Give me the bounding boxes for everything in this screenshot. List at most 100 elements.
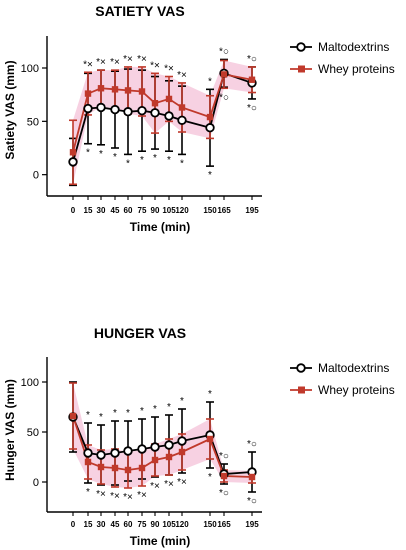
significance-mark: *× xyxy=(137,490,147,501)
chart-panel-1: SATIETY VAS 0 50 100 Satiety VAS (mm) 0 15 30 45… xyxy=(3,3,395,234)
significance-mark: *× xyxy=(96,489,106,500)
significance-mark: * xyxy=(113,408,117,419)
whey-point xyxy=(84,90,92,97)
x-tick-label: 60 xyxy=(124,520,133,529)
whey-point xyxy=(138,88,146,95)
whey-point xyxy=(165,453,173,461)
significance-mark: *× xyxy=(110,491,120,502)
whey-point xyxy=(248,473,256,481)
significance-mark: * xyxy=(99,412,103,423)
significance-mark: *× xyxy=(83,59,93,70)
chart-title: SATIETY VAS xyxy=(95,3,184,19)
significance-mark: *× xyxy=(123,492,133,503)
whey-point xyxy=(111,464,119,472)
x-tick-label: 105 xyxy=(162,206,176,215)
maltodextrins-point xyxy=(123,446,133,456)
significance-mark: * xyxy=(208,472,212,483)
x-tick-label: 15 xyxy=(84,206,93,215)
whey-point xyxy=(178,448,186,456)
significance-mark: *× xyxy=(110,57,120,68)
maltodextrins-point xyxy=(177,436,187,446)
significance-mark: * xyxy=(126,408,130,419)
y-tick-label: 0 xyxy=(33,477,39,489)
significance-mark: *× xyxy=(150,60,160,71)
x-tick-label: 75 xyxy=(138,206,147,215)
x-tick-label: 195 xyxy=(245,520,259,529)
x-tick-label: 60 xyxy=(124,206,133,215)
y-tick-label: 100 xyxy=(21,377,39,389)
whey-point xyxy=(69,149,77,156)
whey-point xyxy=(84,458,92,466)
x-tick-label: 90 xyxy=(151,206,160,215)
whey-point xyxy=(124,466,132,474)
significance-mark: * xyxy=(86,148,90,159)
legend-maltodextrins-label: Maltodextrins xyxy=(318,40,389,54)
legend-whey-label: Whey proteins xyxy=(318,62,395,76)
x-axis-label: Time (min) xyxy=(130,534,190,548)
x-tick-label: 150 xyxy=(203,520,217,529)
significance-mark: * xyxy=(208,389,212,400)
legend-whey-marker xyxy=(298,65,305,73)
whey-point xyxy=(97,463,105,471)
significance-mark: *○ xyxy=(219,92,229,103)
significance-mark: *× xyxy=(164,64,174,75)
whey-point xyxy=(69,412,77,420)
significance-mark: * xyxy=(208,76,212,87)
significance-mark: * xyxy=(167,155,171,166)
maltodextrins-point xyxy=(83,448,93,458)
whey-point xyxy=(138,464,146,472)
significance-mark: * xyxy=(99,149,103,160)
maltodextrins-point xyxy=(83,103,93,114)
significance-mark: * xyxy=(140,155,144,166)
x-tick-label: 75 xyxy=(138,520,147,529)
significance-mark: * xyxy=(167,402,171,413)
maltodextrins-point xyxy=(110,104,120,115)
maltodextrins-point xyxy=(164,440,174,450)
significance-mark: *× xyxy=(96,57,106,68)
x-axis-label: Time (min) xyxy=(130,220,190,234)
significance-mark: *× xyxy=(177,70,187,81)
whey-point xyxy=(248,76,256,83)
x-tick-label: 30 xyxy=(97,520,106,529)
maltodextrins-point xyxy=(205,123,215,133)
whey-error-band xyxy=(73,60,252,185)
significance-mark: *× xyxy=(177,477,187,488)
whey-point xyxy=(151,456,159,464)
whey-point xyxy=(151,100,159,107)
significance-mark: *× xyxy=(150,481,160,492)
x-tick-label: 90 xyxy=(151,520,160,529)
x-tick-label: 195 xyxy=(245,206,259,215)
significance-mark: * xyxy=(86,410,90,421)
whey-point xyxy=(111,86,119,93)
whey-point xyxy=(97,85,105,92)
significance-mark: *× xyxy=(164,479,174,490)
x-tick-label: 0 xyxy=(71,206,76,215)
whey-point xyxy=(206,435,214,443)
whey-point xyxy=(220,71,228,78)
y-tick-label: 50 xyxy=(27,427,39,439)
significance-mark: * xyxy=(140,406,144,417)
x-tick-label: 45 xyxy=(111,206,120,215)
whey-error-band xyxy=(73,383,252,488)
y-axis-label: Satiety VAS (mm) xyxy=(3,60,17,159)
significance-mark: * xyxy=(113,152,117,163)
significance-mark: * xyxy=(153,153,157,164)
x-tick-label: 165 xyxy=(217,206,231,215)
y-tick-label: 100 xyxy=(21,63,39,75)
significance-mark: *○ xyxy=(247,496,257,507)
maltodextrins-point xyxy=(150,442,160,452)
significance-mark: * xyxy=(180,158,184,169)
whey-point xyxy=(178,104,186,111)
significance-mark: *○ xyxy=(247,54,257,65)
x-tick-label: 150 xyxy=(203,206,217,215)
legend-whey-marker xyxy=(298,386,305,394)
y-tick-label: 0 xyxy=(33,170,39,182)
significance-mark: * xyxy=(126,158,130,169)
y-axis-label: Hunger VAS (mm) xyxy=(3,379,17,481)
significance-mark: *○ xyxy=(247,103,257,114)
maltodextrins-point xyxy=(150,108,160,118)
x-tick-label: 120 xyxy=(175,206,189,215)
whey-point xyxy=(220,472,228,480)
significance-mark: *× xyxy=(137,54,147,65)
legend-maltodextrins-label: Maltodextrins xyxy=(318,361,389,375)
